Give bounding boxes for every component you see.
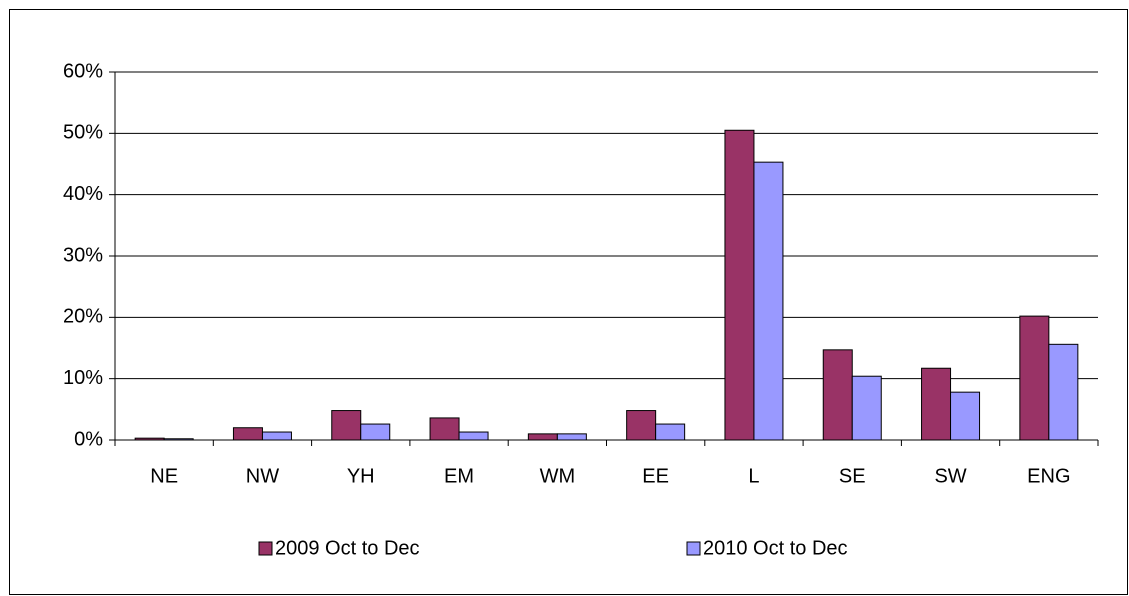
bar — [1048, 343, 1079, 441]
y-tick-label: 60% — [63, 60, 103, 82]
x-tick-label: NE — [150, 465, 178, 487]
x-tick-label: EE — [642, 465, 669, 487]
y-tick-label: 40% — [63, 183, 103, 205]
bar — [527, 433, 558, 441]
bar — [261, 431, 292, 441]
bar — [458, 431, 489, 441]
bar — [360, 423, 391, 441]
x-tick-label: WM — [540, 465, 576, 487]
bar — [950, 391, 981, 441]
legend-label: 2009 Oct to Dec — [275, 537, 420, 559]
legend-label: 2010 Oct to Dec — [703, 537, 848, 559]
y-tick-label: 0% — [74, 428, 103, 450]
x-tick-label: SW — [934, 465, 966, 487]
legend-swatch — [258, 541, 273, 556]
y-tick-label: 20% — [63, 306, 103, 328]
bar — [429, 417, 460, 441]
y-tick-label: 30% — [63, 244, 103, 266]
bar — [331, 410, 362, 441]
bar — [851, 375, 882, 441]
y-tick-label: 50% — [63, 122, 103, 144]
y-tick-label: 10% — [63, 367, 103, 389]
x-tick-label: YH — [347, 465, 375, 487]
bar — [753, 161, 784, 441]
bar — [556, 433, 587, 441]
bar — [822, 349, 853, 441]
x-tick-label: EM — [444, 465, 474, 487]
bar — [724, 129, 755, 441]
x-tick-label: NW — [246, 465, 279, 487]
bar — [626, 410, 657, 441]
bar — [655, 423, 686, 441]
x-tick-label: ENG — [1027, 465, 1070, 487]
x-tick-label: L — [748, 465, 759, 487]
bar — [1019, 315, 1050, 441]
chart-border — [9, 9, 1128, 595]
x-tick-label: SE — [839, 465, 866, 487]
bar — [921, 367, 952, 441]
legend-swatch — [686, 541, 701, 556]
bar — [232, 427, 263, 441]
